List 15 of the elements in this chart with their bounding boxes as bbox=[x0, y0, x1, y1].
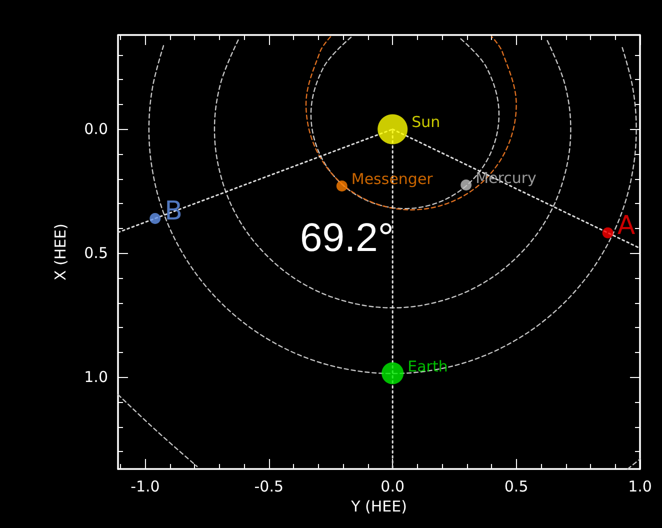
series-label: Messenger bbox=[351, 170, 434, 188]
series-label: Sun bbox=[412, 113, 440, 132]
x-axis-title: Y (HEE) bbox=[350, 498, 407, 516]
x-tick-label: -1.0 bbox=[130, 478, 160, 496]
series-label: Earth bbox=[408, 357, 448, 376]
x-tick-label: 0.5 bbox=[504, 478, 528, 496]
y-tick-label: 0.0 bbox=[84, 120, 108, 138]
x-tick-label: 1.0 bbox=[628, 478, 652, 496]
y-tick-label: 1.0 bbox=[84, 368, 108, 386]
x-tick-label: 0.0 bbox=[380, 478, 405, 496]
y-tick-label: 0.5 bbox=[84, 244, 108, 262]
x-tick-label: -0.5 bbox=[254, 478, 284, 496]
series-label: A bbox=[617, 210, 636, 241]
annotation: 69.2° bbox=[300, 216, 394, 260]
y-axis-title: X (HEE) bbox=[52, 224, 70, 280]
